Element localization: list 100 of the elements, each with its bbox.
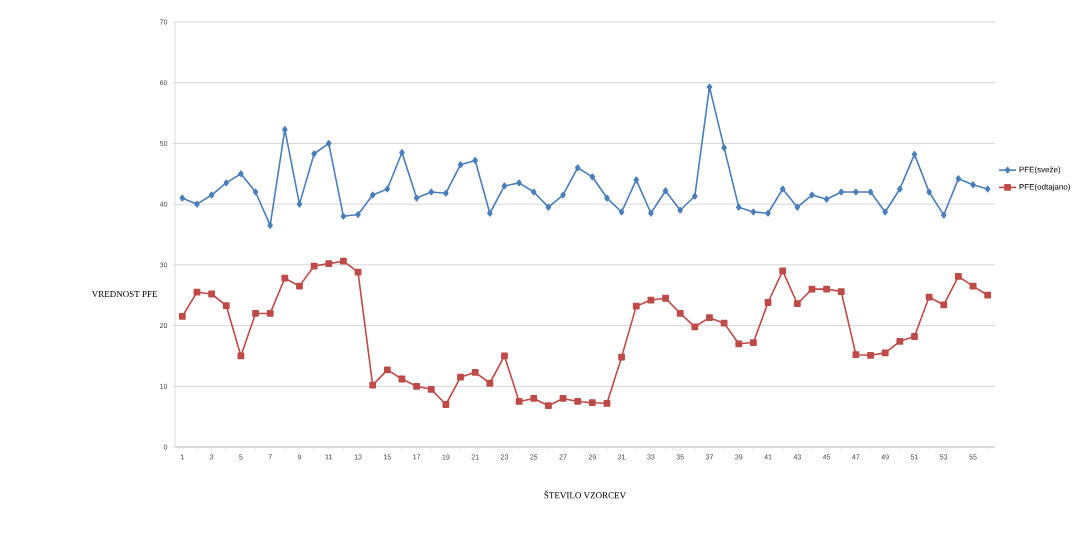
point: [223, 179, 229, 187]
point: [501, 352, 508, 360]
point: [941, 211, 947, 219]
point: [911, 150, 918, 158]
point: [443, 189, 449, 197]
point: [940, 301, 948, 309]
point: [208, 290, 216, 298]
point: [691, 323, 699, 331]
point: [633, 176, 639, 184]
point: [779, 267, 787, 275]
point: [325, 260, 333, 268]
point: [222, 302, 230, 309]
legend-label: PFE(odtajano): [1019, 183, 1070, 192]
point: [326, 140, 332, 147]
point: [750, 339, 757, 346]
point: [984, 291, 992, 299]
point: [720, 319, 728, 327]
point: [194, 200, 200, 208]
point: [662, 187, 669, 195]
point: [823, 285, 831, 293]
point: [794, 203, 801, 211]
point: [237, 352, 245, 360]
point: [310, 262, 318, 270]
point: [808, 285, 816, 293]
point: [501, 182, 508, 190]
point: [853, 188, 859, 196]
point: [692, 192, 698, 200]
point: [369, 191, 376, 199]
point: [955, 272, 962, 280]
point: [531, 188, 537, 196]
point: [355, 211, 361, 218]
point: [281, 274, 289, 282]
point: [179, 194, 186, 202]
point: [399, 149, 405, 156]
point: [178, 313, 186, 320]
point: [706, 314, 713, 322]
point: [852, 351, 860, 359]
point: [735, 340, 743, 348]
point: [442, 401, 450, 408]
point: [311, 150, 317, 158]
point: [516, 179, 522, 187]
point: [765, 209, 771, 217]
point: [632, 302, 640, 310]
point: [296, 282, 303, 290]
point: [486, 379, 494, 387]
point: [267, 221, 273, 229]
point: [603, 399, 611, 407]
point: [648, 209, 654, 217]
point: [559, 395, 567, 402]
point: [515, 398, 523, 405]
point: [471, 368, 479, 376]
point: [266, 310, 274, 317]
point: [589, 173, 596, 181]
point: [560, 191, 566, 199]
point: [252, 188, 259, 196]
point: [721, 144, 727, 152]
point: [574, 398, 582, 405]
point: [340, 257, 347, 265]
point: [984, 185, 991, 193]
point: [472, 157, 478, 164]
point: [838, 188, 844, 196]
point: [969, 282, 977, 290]
point: [193, 288, 201, 296]
point: [340, 212, 347, 220]
point: [296, 200, 303, 208]
point: [427, 385, 435, 393]
point: [413, 382, 421, 390]
point: [779, 185, 786, 193]
point: [925, 293, 933, 301]
point: [545, 203, 552, 211]
point: [369, 381, 377, 389]
point: [896, 337, 904, 345]
point: [970, 181, 976, 189]
point: [282, 126, 288, 133]
point: [911, 333, 918, 340]
point: [926, 188, 932, 196]
point: [618, 353, 626, 361]
point: [384, 185, 391, 193]
point: [823, 195, 830, 203]
point: [809, 191, 815, 199]
point: [867, 351, 874, 359]
point: [736, 203, 742, 211]
x-axis-title: ŠTEVILO VZORCEV: [544, 490, 627, 499]
point: [238, 170, 244, 178]
point: [574, 164, 581, 172]
point: [208, 191, 215, 199]
point: [750, 208, 757, 216]
point: [764, 299, 772, 306]
point: [604, 194, 610, 202]
point: [545, 402, 552, 410]
point: [252, 310, 259, 317]
point: [677, 206, 683, 214]
point: [706, 83, 713, 91]
point: [383, 366, 391, 374]
point: [676, 310, 684, 317]
point: [897, 185, 903, 193]
point: [457, 373, 464, 381]
point: [457, 161, 464, 169]
point: [867, 188, 874, 196]
y-axis-title: VREDNOST PFE: [91, 290, 158, 298]
